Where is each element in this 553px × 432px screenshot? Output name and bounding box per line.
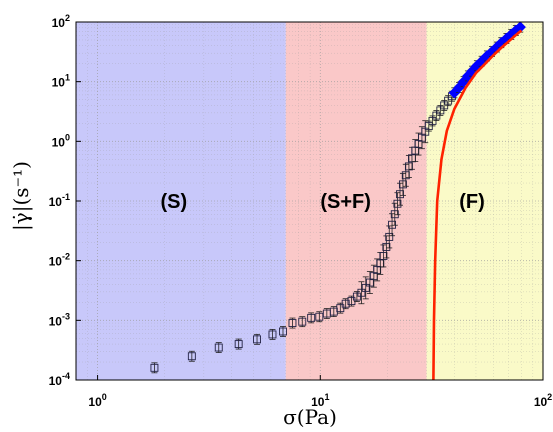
series-0-point (379, 244, 388, 268)
square-marker (393, 199, 402, 208)
series-0-point (315, 311, 324, 323)
x-axis-label: σ(Pa) (283, 405, 337, 429)
y-tick-label: 10-2 (49, 252, 70, 269)
series-0-point (187, 350, 196, 362)
y-axis-label: |γ̇|(s⁻¹) (9, 161, 34, 231)
square-marker (307, 313, 316, 322)
series-layer (150, 21, 526, 381)
square-marker (288, 319, 297, 328)
series-0-point (347, 295, 356, 307)
x-tick-label: 100 (88, 392, 106, 409)
series-0-point (404, 155, 413, 178)
square-marker (404, 162, 413, 171)
series-0-point (214, 342, 223, 353)
square-marker (385, 232, 394, 241)
square-marker (390, 210, 399, 219)
series-0-point (336, 302, 345, 314)
plot-frame (75, 21, 544, 381)
series-0-point (365, 271, 374, 294)
series-0-point (390, 202, 399, 226)
x-tick-label: 102 (534, 392, 552, 409)
square-marker (357, 288, 366, 297)
series-0-point (393, 192, 402, 216)
square-marker (298, 317, 307, 326)
series-0-point (398, 172, 407, 196)
square-marker (341, 299, 350, 308)
series-0-point (357, 281, 366, 305)
square-marker (388, 220, 397, 229)
square-marker (379, 251, 388, 260)
series-0-point (298, 316, 307, 328)
series-0-point (268, 329, 277, 340)
series-0-point (382, 235, 391, 259)
square-marker (382, 242, 391, 251)
y-tick-label: 10-4 (49, 371, 70, 388)
series-0-point (396, 182, 404, 206)
square-marker (398, 180, 407, 189)
tick-labels: 100 101 102 10-4 10-3 10-2 10-1 100 101 102 (49, 13, 553, 409)
square-marker (150, 363, 159, 372)
series-0-point (279, 326, 287, 337)
series-0-point (150, 362, 159, 374)
series-0-point (288, 317, 297, 329)
square-marker (365, 278, 374, 287)
y-tick-label: 100 (52, 132, 70, 149)
square-marker (376, 259, 385, 268)
region-label-2: (F) (459, 191, 485, 213)
y-tick-label: 10-3 (49, 311, 70, 328)
series-0-point (307, 312, 316, 324)
square-marker (336, 304, 345, 313)
x-tick-label: 101 (311, 392, 329, 409)
series-0-point (234, 338, 243, 350)
square-marker (361, 283, 370, 292)
square-marker (234, 340, 243, 349)
region-label-1: (S+F) (320, 191, 371, 213)
square-marker (315, 312, 324, 321)
square-marker (187, 352, 196, 361)
square-marker (279, 327, 287, 336)
region-labels: (S) (S+F) (F) (161, 191, 485, 213)
square-marker (268, 330, 277, 339)
y-tick-label: 101 (52, 73, 70, 90)
square-marker (396, 190, 404, 199)
y-tick-label: 10-1 (49, 192, 70, 209)
square-marker (214, 343, 223, 352)
square-marker (347, 297, 356, 306)
region-label-0: (S) (161, 191, 188, 213)
series-0-point (361, 276, 370, 300)
square-marker (253, 335, 261, 344)
series-0-point (253, 333, 261, 345)
series-0-point (385, 225, 394, 249)
y-tick-label: 102 (52, 13, 70, 30)
series-2-line (432, 29, 523, 381)
